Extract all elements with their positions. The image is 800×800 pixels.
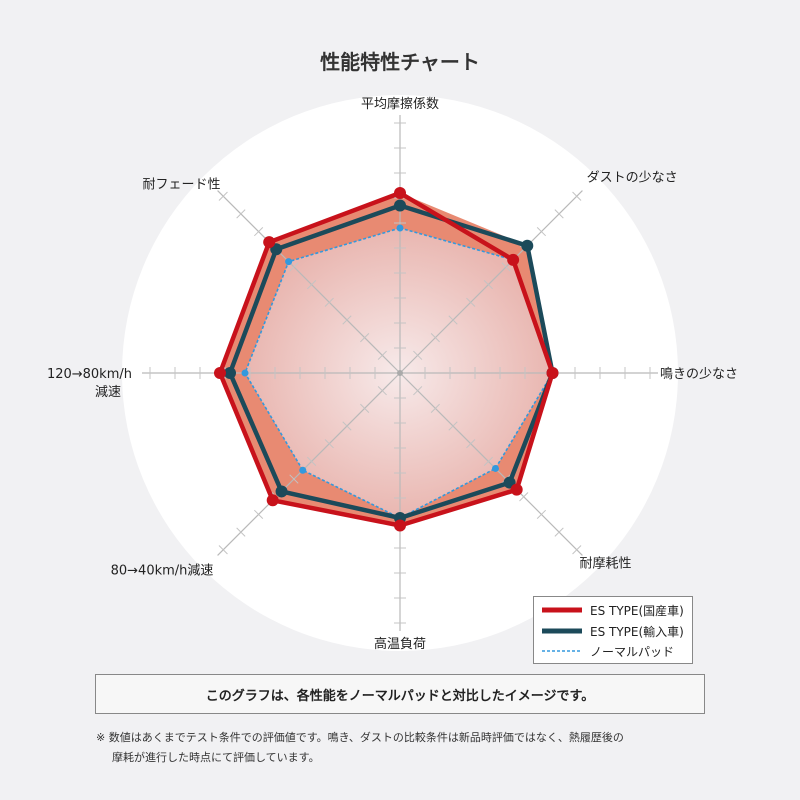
radar-axis-tick	[536, 226, 547, 237]
radar-axis-tick	[466, 439, 476, 449]
footnote-line-2: 摩耗が進行した時点にて評価しています。	[112, 751, 320, 764]
legend-item: ノーマルパッド	[542, 641, 674, 661]
series-point	[521, 239, 534, 252]
series-point	[275, 485, 288, 498]
radar-axis-line	[399, 190, 583, 374]
radar-axis-tick	[342, 421, 352, 431]
radar-axis-tick	[501, 262, 511, 272]
radar-axis-tick	[413, 386, 423, 396]
series-point	[299, 466, 307, 474]
radar-axis-tick	[289, 474, 299, 484]
radar-axis-tick	[554, 209, 564, 219]
radar-axis-tick	[324, 439, 334, 449]
series-point	[394, 519, 406, 532]
series-point	[491, 464, 499, 472]
series-point	[266, 494, 279, 507]
radar-center	[397, 370, 403, 376]
radar-axis-tick	[483, 280, 493, 290]
radar-axis-tick	[448, 421, 458, 431]
legend-label: ノーマルパッド	[590, 644, 675, 659]
series-point	[507, 253, 520, 266]
series-point	[224, 367, 236, 379]
legend-label: ES TYPE(輸入車)	[590, 624, 684, 639]
series-point	[396, 224, 404, 232]
series-point	[263, 236, 276, 249]
radar-axis-tick	[466, 297, 476, 307]
radar-axis-tick	[218, 545, 228, 555]
chart-title: 性能特性チャート	[320, 50, 480, 74]
radar-axis-tick	[519, 492, 529, 502]
axis-label: 鳴きの少なさ	[660, 367, 738, 382]
radar-axis-tick	[572, 545, 582, 555]
series-point	[394, 187, 406, 199]
note-text: このグラフは、各性能をノーマルパッドと対比したイメージです。	[205, 688, 595, 704]
radar-axis-tick	[253, 509, 264, 520]
axis-label-line-2: 減速	[95, 384, 121, 400]
axis-label: 平均摩擦係数	[361, 96, 439, 112]
radar-axis-tick	[289, 262, 299, 272]
radar-axis-line	[217, 190, 401, 374]
axis-label: 耐フェード性	[142, 177, 220, 192]
radar-axis-tick	[360, 403, 370, 413]
radar-axis-tick	[324, 297, 334, 307]
chart-legend: ES TYPE(国産車) ES TYPE(輸入車) ノーマルパッド	[533, 596, 693, 664]
axis-label: 耐摩耗性	[580, 556, 632, 572]
radar-axis-tick	[360, 333, 370, 343]
radar-axis-tick	[307, 280, 317, 290]
series-point	[241, 369, 249, 377]
radar-axis-tick	[218, 191, 228, 201]
radar-axis-tick	[448, 315, 458, 325]
axis-label: 80→40km/h減速	[111, 563, 214, 579]
footnote-line-1: ※ 数値はあくまでテスト条件での評価値です。鳴き、ダストの比較条件は新品時評価で…	[96, 731, 624, 744]
radar-axis-tick	[572, 191, 582, 201]
series-point	[546, 367, 559, 379]
radar-axis-tick	[430, 333, 440, 343]
radar-axis-tick	[483, 456, 493, 466]
radar-axis-tick	[413, 350, 423, 360]
radar-axis-tick	[377, 350, 387, 360]
radar-axis-line	[399, 372, 583, 556]
radar-axis-tick	[536, 509, 547, 520]
legend-swatch	[542, 628, 582, 634]
legend-swatch	[542, 650, 582, 652]
radar-axis-tick	[554, 527, 564, 537]
series-point	[394, 199, 406, 212]
axis-label: 高温負荷	[374, 636, 426, 652]
radar-axis-tick	[307, 456, 317, 466]
radar-axis-tick	[377, 386, 387, 396]
radar-axis-line	[217, 372, 401, 556]
radar-axis-tick	[253, 226, 264, 237]
radar-axis-tick	[236, 209, 246, 219]
legend-label: ES TYPE(国産車)	[590, 603, 684, 618]
legend-swatch	[542, 607, 582, 613]
radar-axis-tick	[430, 403, 440, 413]
axis-label: ダストの少なさ	[587, 170, 678, 185]
series-point	[214, 367, 226, 379]
series-point	[510, 483, 523, 496]
footnote: ※ 数値はあくまでテスト条件での評価値です。鳴き、ダストの比較条件は新品時評価で…	[96, 728, 716, 768]
legend-item: ES TYPE(輸入車)	[542, 621, 684, 641]
note-box: このグラフは、各性能をノーマルパッドと対比したイメージです。	[95, 674, 705, 714]
radar-axis-tick	[342, 315, 352, 325]
series-point	[285, 258, 293, 266]
legend-item: ES TYPE(国産車)	[542, 600, 684, 620]
axis-label: 120→80km/h	[47, 367, 132, 382]
radar-axis-tick	[236, 527, 246, 537]
